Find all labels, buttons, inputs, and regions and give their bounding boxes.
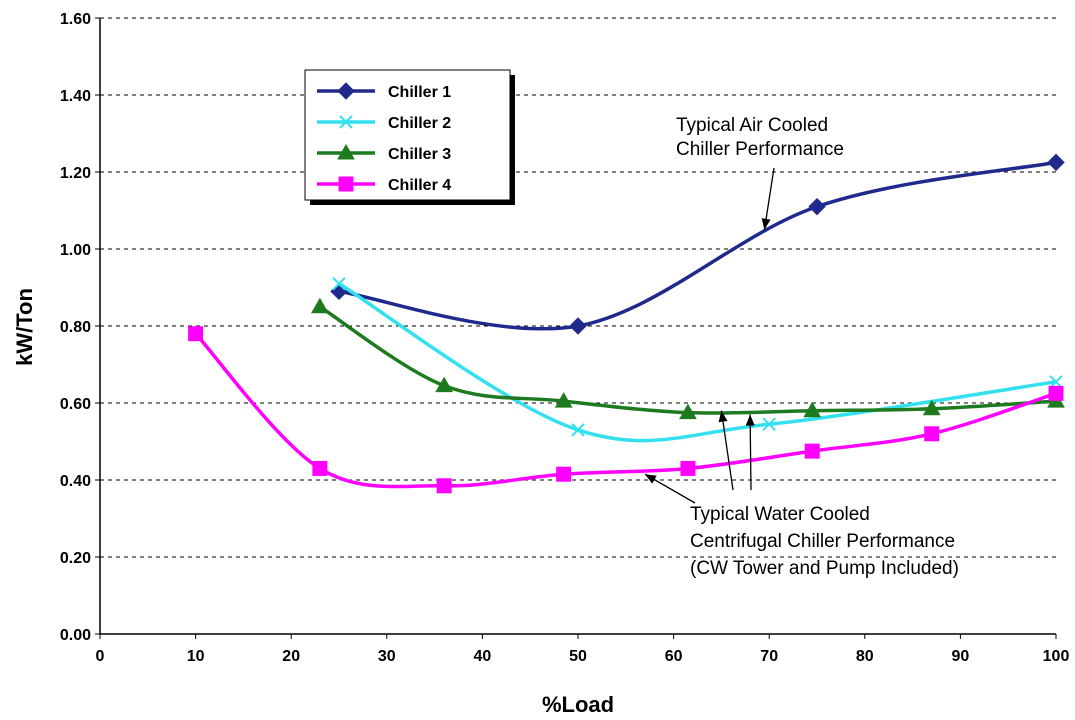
legend-chiller-3-marker <box>337 143 355 160</box>
series-chiller-4-point <box>924 426 940 442</box>
series-chiller-4-point <box>188 326 204 342</box>
series-chiller-2-point <box>332 276 346 291</box>
series-chiller-4-point <box>1048 385 1064 401</box>
x-tick-label: 70 <box>760 648 778 665</box>
series-chiller-3-point <box>922 399 941 416</box>
x-tick-label: 60 <box>665 648 683 665</box>
y-tick-label: 0.20 <box>60 550 91 567</box>
series-chiller-4-point <box>436 478 452 494</box>
x-tick-label: 20 <box>282 648 300 665</box>
x-axis-title: %Load <box>542 692 614 717</box>
series-chiller-3-point <box>554 392 573 408</box>
series-chiller-3-point <box>311 297 329 314</box>
axes: 0.00 0.20 0.40 0.60 0.80 1.00 1.20 1.40 1.60 0 10 2… <box>60 11 1070 665</box>
series-chiller-1-point <box>808 197 826 216</box>
x-tick-label: 0 <box>96 648 105 665</box>
legend-chiller-1-marker <box>337 82 355 100</box>
y-tick-label: 0.80 <box>60 319 91 336</box>
series-chiller-1-line <box>338 160 1057 331</box>
x-marker-stroke <box>339 115 353 129</box>
x-marker-stroke <box>1049 375 1063 389</box>
series-chiller-3-point <box>803 401 822 418</box>
annotation-arrow-line <box>720 410 734 491</box>
y-tick-label: 1.20 <box>60 165 91 182</box>
series-chiller-4-point <box>680 460 696 476</box>
x-tick-label: 40 <box>474 648 492 665</box>
series-chiller-4-point <box>804 443 820 459</box>
y-tick-label: 0.60 <box>60 396 91 413</box>
annotation-water-cooled-text: Typical Water Cooled <box>690 504 870 525</box>
x-tick-label: 90 <box>952 648 970 665</box>
annotation-water-cooled-text: Centrifugal Chiller Performance <box>690 531 955 552</box>
annotation-arrow-head <box>761 218 771 230</box>
annotation-arrow-head <box>745 414 755 426</box>
series-chiller-2-point <box>762 417 776 431</box>
series-chiller-2-point <box>1049 375 1063 389</box>
y-tick-label: 1.40 <box>60 88 91 105</box>
y-tick-label: 0.40 <box>60 473 91 490</box>
series-chiller-2-line <box>338 282 1057 443</box>
series-chiller-4-point <box>312 460 328 476</box>
gridlines <box>100 17 1056 558</box>
series-chiller-1-point <box>1047 153 1065 172</box>
series-chiller-1-point <box>569 317 587 335</box>
annotation-water-cooled-text: (CW Tower and Pump Included) <box>690 558 959 579</box>
x-tick-label: 80 <box>856 648 874 665</box>
series-chiller-4-point <box>556 466 572 482</box>
annotation-arrow-head <box>718 410 728 423</box>
x-tick-label: 30 <box>378 648 396 665</box>
legend-chiller-4-marker <box>338 176 354 192</box>
annotation-air-cooled-text: Chiller Performance <box>676 139 844 160</box>
y-tick-label: 1.60 <box>60 11 91 28</box>
x-marker-stroke <box>332 276 346 291</box>
annotations: Typical Air Cooled Chiller Performance Typ… <box>644 115 959 579</box>
legend-chiller-4-label: Chiller 4 <box>388 177 451 194</box>
y-tick-label: 1.00 <box>60 242 91 259</box>
y-axis-title: kW/Ton <box>12 288 37 366</box>
legend-chiller-3-label: Chiller 3 <box>388 146 451 163</box>
legend-chiller-2-label: Chiller 2 <box>388 115 451 132</box>
legend-chiller-1-label: Chiller 1 <box>388 84 451 101</box>
legend: Chiller 1 Chiller 2 Chiller 3 Chiller 4 <box>304 69 515 205</box>
legend-chiller-2-marker <box>339 115 353 129</box>
annotation-arrow-head <box>644 474 657 484</box>
x-marker-stroke <box>762 417 776 431</box>
y-tick-label: 0.00 <box>60 627 91 644</box>
x-tick-label: 100 <box>1043 648 1070 665</box>
x-tick-label: 10 <box>187 648 205 665</box>
x-tick-label: 50 <box>569 648 587 665</box>
x-marker-stroke <box>571 423 585 437</box>
annotation-air-cooled-text: Typical Air Cooled <box>676 115 828 136</box>
annotation-arrow-line <box>749 414 752 491</box>
series-chiller-3-point <box>679 403 697 420</box>
series-lines <box>188 153 1065 494</box>
series-chiller-3-point <box>435 376 454 393</box>
series-chiller-3-line <box>318 305 1057 415</box>
series-chiller-2-point <box>571 423 585 437</box>
